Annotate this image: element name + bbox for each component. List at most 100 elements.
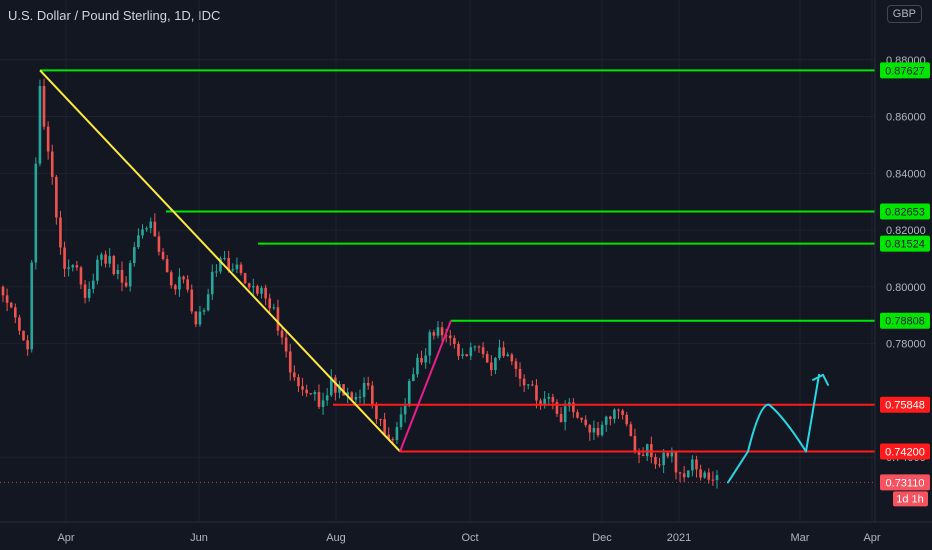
candle-body: [715, 475, 719, 481]
candle-body: [588, 425, 592, 433]
candle-body: [637, 451, 641, 455]
price-tick-label: 0.82000: [886, 225, 926, 237]
candle-body: [609, 416, 612, 419]
candle-body: [104, 254, 107, 264]
grid: [0, 0, 875, 522]
candle-body: [108, 256, 111, 264]
candle-body: [293, 372, 296, 378]
candle-body: [79, 267, 83, 285]
candle-body: [276, 307, 280, 331]
candle-body: [288, 351, 292, 373]
candle-body: [670, 451, 674, 457]
candle-body: [268, 298, 272, 309]
level-label-bg: [880, 235, 930, 252]
level-label-bg: [880, 443, 930, 460]
candle-body: [100, 254, 103, 260]
candle-body: [161, 251, 165, 260]
candle-body: [596, 427, 600, 436]
candle-body: [145, 228, 148, 230]
candle-body: [592, 427, 596, 433]
candle-body: [59, 217, 62, 248]
candle-body: [42, 86, 46, 127]
candle-body: [407, 381, 411, 406]
candle-body: [379, 419, 382, 421]
level-label-text: 0.75848: [885, 400, 925, 412]
candle-body: [334, 377, 337, 393]
candle-body: [494, 358, 497, 371]
candle-body: [654, 456, 657, 465]
candle-body: [625, 414, 629, 425]
candle-body: [580, 417, 583, 420]
candle-body: [678, 472, 682, 474]
candle-body: [465, 354, 468, 356]
candle-body: [469, 347, 473, 356]
candle-body: [547, 397, 551, 399]
candle-body: [481, 347, 485, 355]
candle-body: [252, 286, 255, 288]
candle-body: [272, 307, 276, 309]
currency-button[interactable]: GBP: [886, 5, 922, 23]
candle-body: [14, 307, 17, 318]
candle-body: [63, 247, 66, 269]
candle-body: [219, 258, 222, 272]
candle-body: [674, 451, 678, 473]
candle-body: [55, 176, 58, 218]
candle-body: [645, 444, 649, 457]
candle-body: [666, 452, 670, 457]
last-price-bg: [880, 474, 930, 491]
candle-body: [695, 459, 698, 470]
candle-body: [457, 343, 460, 356]
candle-body: [247, 283, 251, 288]
candle-body: [506, 354, 510, 356]
time-tick-label: Jun: [190, 532, 208, 544]
candle-body: [559, 413, 563, 422]
time-tick-label: Apr: [57, 532, 74, 544]
candle-body: [346, 392, 349, 396]
candle-body: [87, 288, 91, 298]
candle-body: [215, 271, 218, 273]
candle-body: [448, 335, 452, 339]
level-label-text: 0.78808: [885, 316, 925, 328]
candle-body: [190, 289, 194, 312]
candle-body: [256, 286, 259, 294]
candle-body: [572, 402, 575, 413]
candle-body: [165, 259, 169, 273]
candle-body: [387, 434, 391, 440]
candle-body: [9, 302, 13, 308]
candle-body: [128, 263, 132, 287]
candle-body: [46, 126, 50, 152]
candle-body: [375, 404, 378, 420]
time-axis[interactable]: Apr Jun Aug Oct Dec 2021 Mar Apr: [57, 532, 880, 544]
projection-path: [727, 373, 820, 484]
candle-body: [514, 361, 518, 369]
impulse-line: [399, 320, 452, 452]
candle-body: [453, 338, 456, 344]
candle-body: [551, 397, 555, 403]
chart-title: U.S. Dollar / Pound Sterling, 1D, IDC: [8, 8, 221, 23]
candle-body: [91, 280, 95, 289]
candle-body: [477, 346, 481, 348]
trendline: [39, 69, 401, 453]
candle-body: [686, 470, 690, 478]
candle-body: [604, 416, 608, 425]
candle-body: [153, 221, 157, 237]
last-price-text: 0.73110: [886, 477, 925, 489]
candle-body: [342, 384, 345, 396]
candle-body: [178, 276, 181, 290]
price-labels: 0.87627 0.82653 0.81524 0.78808 0.75848 0.742…: [0, 62, 930, 507]
candle-body: [26, 340, 29, 350]
candle-body: [658, 464, 661, 466]
candle-body: [424, 355, 427, 363]
level-label-bg: [880, 62, 930, 79]
price-tick-label: 0.80000: [886, 282, 926, 294]
time-tick-label: Dec: [592, 532, 612, 544]
candle-body: [711, 479, 715, 481]
candle-body: [116, 270, 120, 275]
candle-body: [621, 410, 624, 415]
time-tick-label: Apr: [863, 532, 880, 544]
candle-body: [71, 265, 75, 268]
candle-body: [399, 414, 403, 427]
candle-body: [305, 389, 308, 394]
candle-body: [613, 409, 616, 419]
